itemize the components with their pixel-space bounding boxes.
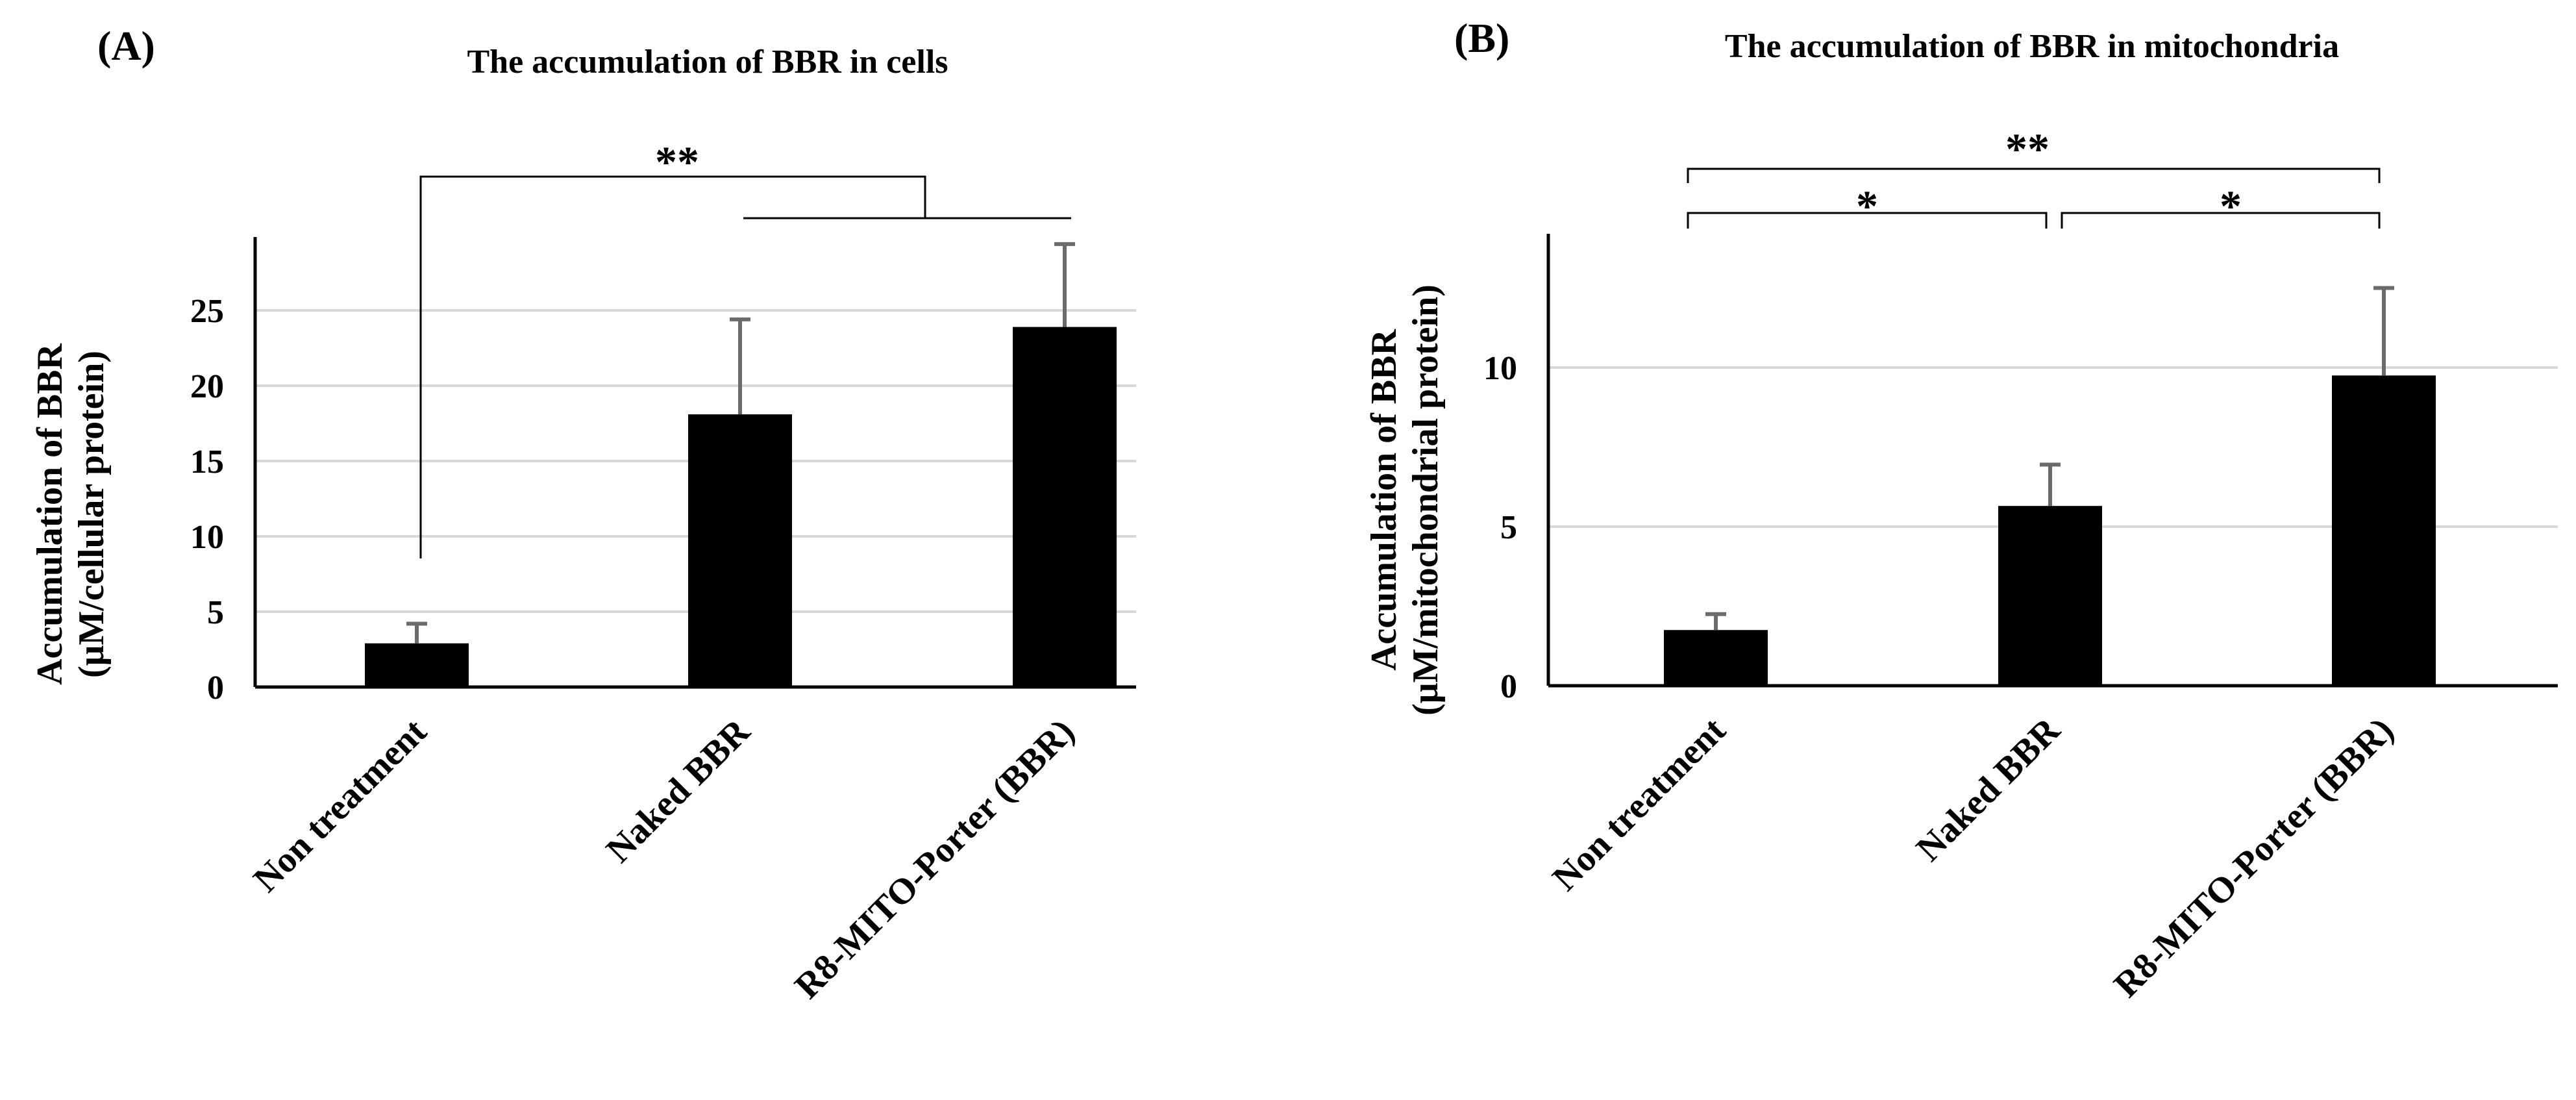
panel-a-category-label: Non treatment bbox=[246, 711, 435, 900]
panel-b-significance: ** * * bbox=[1687, 124, 2381, 231]
panel-a-ylabel-line2: (μM/cellular protein) bbox=[71, 351, 112, 678]
panel-b-ytick-label: 0 bbox=[1500, 668, 1517, 705]
panel-a-label: (A) bbox=[97, 23, 155, 69]
panel-b-category-label: Non treatment bbox=[1545, 710, 1734, 899]
panel-b-error-bars bbox=[1705, 286, 2394, 631]
panel-a-ytick-label: 25 bbox=[190, 293, 224, 330]
panel-a-ytick-label: 10 bbox=[190, 519, 224, 556]
panel-b-significance-label-2: * bbox=[1856, 181, 1878, 231]
panel-b-category-label: R8-MITO-Porter (BBR) bbox=[2106, 710, 2401, 1005]
panel-a-title: The accumulation of BBR in cells bbox=[467, 44, 948, 81]
panel-b-category-label: Naked BBR bbox=[1909, 710, 2068, 869]
panel-a-ytick-label: 20 bbox=[190, 368, 224, 405]
panel-b-categories: Non treatment Naked BBR R8-MITO-Porter (BB… bbox=[1545, 710, 2402, 1005]
panel-a-yticks: 0 5 10 15 20 25 bbox=[190, 293, 224, 706]
panel-a-bars bbox=[365, 327, 1117, 687]
panel-b-ytick-label: 10 bbox=[1483, 350, 1517, 387]
panel-b-bar bbox=[1998, 506, 2102, 686]
panel-b-bar bbox=[1664, 630, 1768, 686]
panel-a-bar bbox=[365, 643, 469, 687]
panel-a-category-label: R8-MITO-Porter (BBR) bbox=[787, 711, 1082, 1006]
panel-a: (A) The accumulation of BBR in cells Acc… bbox=[30, 23, 1136, 1006]
panel-b-bracket-2 bbox=[1687, 212, 2048, 229]
panel-a-ytick-label: 0 bbox=[207, 669, 224, 706]
panel-b-label: (B) bbox=[1454, 15, 1509, 61]
panel-a-category-label: Naked BBR bbox=[599, 711, 758, 871]
panel-a-bar bbox=[1013, 327, 1117, 687]
panel-a-significance: ** bbox=[419, 137, 1071, 558]
panel-b-ylabel-line1: Accumulation of BBR bbox=[1364, 329, 1404, 671]
panel-b-significance-label-1: ** bbox=[2005, 124, 2050, 173]
panel-b-bracket-1 bbox=[1687, 168, 2381, 183]
panel-b-significance-label-3: * bbox=[2220, 181, 2242, 231]
panel-b-yticks: 0 5 10 bbox=[1483, 350, 1517, 705]
panel-a-ytick-label: 15 bbox=[190, 444, 224, 481]
panel-b-bar bbox=[2332, 375, 2436, 686]
panel-a-error-bars bbox=[406, 242, 1075, 644]
panel-a-significance-label: ** bbox=[655, 137, 699, 186]
panel-b-bars bbox=[1664, 375, 2436, 686]
panel-a-ytick-label: 5 bbox=[207, 594, 224, 631]
panel-a-bracket-outer bbox=[419, 175, 926, 558]
panel-b: (B) The accumulation of BBR in mitochond… bbox=[1364, 15, 2558, 1005]
panel-b-ylabel-line2: (μM/mitochondrial protein) bbox=[1406, 284, 1446, 716]
panel-b-bracket-3 bbox=[2061, 212, 2381, 229]
panel-b-ytick-label: 5 bbox=[1500, 509, 1517, 546]
panel-b-title: The accumulation of BBR in mitochondria bbox=[1725, 28, 2339, 65]
panel-a-ylabel-line1: Accumulation of BBR bbox=[30, 344, 70, 685]
panel-a-bar bbox=[688, 414, 792, 687]
panel-a-categories: Non treatment Naked BBR R8-MITO-Porter (BB… bbox=[246, 711, 1083, 1006]
